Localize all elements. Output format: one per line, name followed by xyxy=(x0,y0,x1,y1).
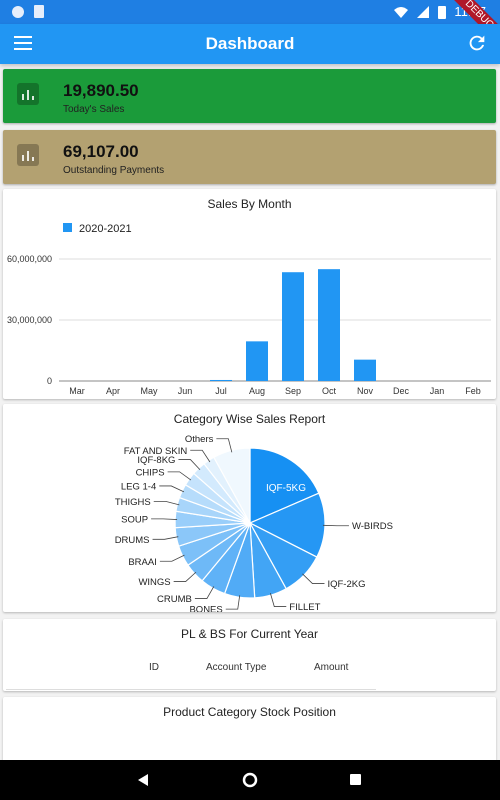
table-divider xyxy=(6,689,376,690)
pl-bs-title: PL & BS For Current Year xyxy=(181,627,318,641)
bar-chart-icon xyxy=(17,83,39,105)
pie-label-fillet: FILLET xyxy=(289,602,320,612)
sales-by-month-card: Sales By Month 2020-2021 0 30,000,000 60,00… xyxy=(3,189,496,399)
status-bar: 11:17 xyxy=(0,0,500,24)
stock-position-card: Product Category Stock Position xyxy=(3,697,496,767)
todays-sales-card[interactable]: 19,890.50 Today's Sales xyxy=(3,69,496,123)
outstanding-payments-card[interactable]: 69,107.00 Outstanding Payments xyxy=(3,130,496,184)
pie-label-wings: WINGS xyxy=(138,577,170,588)
x-tick-label: Mar xyxy=(69,386,85,396)
bar-jul[interactable] xyxy=(210,379,232,381)
category-chart-title: Category Wise Sales Report xyxy=(173,412,326,426)
y-tick-label: 60,000,000 xyxy=(7,254,52,264)
column-header-amount[interactable]: Amount xyxy=(314,662,349,673)
pie-label-soup: SOUP xyxy=(121,514,148,525)
pie-label-iqf-5kg: IQF-5KG xyxy=(266,483,306,494)
sales-bar-chart: 2020-2021 0 30,000,000 60,000,000 Mar Apr May J… xyxy=(7,223,491,396)
x-tick-label: Aug xyxy=(249,386,265,396)
pie-label-iqf-8kg: IQF-8KG xyxy=(137,455,175,466)
column-header-id[interactable]: ID xyxy=(149,662,159,673)
x-tick-label: Jul xyxy=(215,386,227,396)
refresh-icon[interactable] xyxy=(466,32,488,54)
pie-leader-line xyxy=(167,471,192,481)
pie-label-drums: DRUMS xyxy=(115,535,150,546)
pie-leader-line xyxy=(194,586,215,599)
x-tick-label: Jun xyxy=(178,386,193,396)
legend-label: 2020-2021 xyxy=(79,223,132,235)
x-tick-label: Nov xyxy=(357,386,374,396)
pie-label-crumb: CRUMB xyxy=(157,594,192,605)
wifi-icon xyxy=(394,6,409,18)
pie-label-bones: BONES xyxy=(189,605,222,612)
pie-label-iqf-2kg: IQF-2KG xyxy=(327,579,365,590)
page-title: Dashboard xyxy=(205,34,295,53)
x-tick-label: May xyxy=(140,386,158,396)
pie-leader-line xyxy=(151,518,178,520)
y-tick-label: 0 xyxy=(47,376,52,386)
pie-label-chips: CHIPS xyxy=(136,467,165,478)
x-tick-label: Oct xyxy=(322,386,337,396)
x-tick-label: Jan xyxy=(430,386,445,396)
column-header-account-type[interactable]: Account Type xyxy=(206,662,267,673)
pie-leader-line xyxy=(159,485,185,493)
pie-leader-line xyxy=(173,571,197,582)
bar-chart-icon xyxy=(17,144,39,166)
home-icon[interactable] xyxy=(242,772,258,788)
recents-icon[interactable] xyxy=(350,774,362,786)
pl-bs-card: PL & BS For Current Year ID Account Type… xyxy=(3,619,496,691)
system-nav-bar xyxy=(0,760,500,800)
bar-sep[interactable] xyxy=(282,272,304,381)
bar-oct[interactable] xyxy=(318,269,340,381)
x-tick-label: Sep xyxy=(285,386,301,396)
pie-label-braai: BRAAI xyxy=(128,557,157,568)
stock-title: Product Category Stock Position xyxy=(163,705,336,719)
battery-icon xyxy=(438,5,447,19)
pie-label-w-birds: W-BIRDS xyxy=(352,521,393,532)
todays-sales-value: 19,890.50 xyxy=(63,81,139,100)
back-icon[interactable] xyxy=(137,774,149,786)
pie-label-fat-and-skin: FAT AND SKIN xyxy=(124,446,188,457)
pie-leader-line xyxy=(153,500,180,506)
app-bar: Dashboard xyxy=(0,24,500,64)
pie-leader-line xyxy=(302,573,325,584)
sd-card-icon xyxy=(34,5,44,18)
bar-aug[interactable] xyxy=(246,341,268,381)
pie-leader-line xyxy=(159,554,185,562)
sales-chart-title: Sales By Month xyxy=(207,197,292,211)
pie-leader-line xyxy=(225,595,241,610)
pie-leader-line xyxy=(269,592,287,607)
todays-sales-label: Today's Sales xyxy=(63,104,125,115)
pie-leader-line xyxy=(216,438,233,453)
pie-label-leg-1-4: LEG 1-4 xyxy=(121,481,156,492)
outstanding-payments-label: Outstanding Payments xyxy=(63,165,165,176)
category-sales-card: Category Wise Sales Report IQF-5KG W-BIRD… xyxy=(3,404,496,612)
pie-label-thighs: THIGHS xyxy=(115,497,151,508)
pie-leader-line xyxy=(190,449,211,463)
pie-leader-line xyxy=(152,536,179,540)
notification-dot-icon xyxy=(12,5,24,18)
x-tick-label: Dec xyxy=(393,386,410,396)
pie-slice-iqf-5kg[interactable] xyxy=(249,447,320,524)
pie-label-others: Others xyxy=(185,434,214,445)
bar-nov[interactable] xyxy=(354,359,376,381)
menu-icon[interactable] xyxy=(14,36,32,50)
y-tick-label: 30,000,000 xyxy=(7,315,52,325)
legend-swatch xyxy=(63,223,72,232)
outstanding-payments-value: 69,107.00 xyxy=(63,142,139,161)
signal-icon xyxy=(417,5,430,18)
pie-leader-line xyxy=(178,459,201,471)
x-tick-label: Apr xyxy=(106,386,120,396)
x-tick-label: Feb xyxy=(465,386,481,396)
